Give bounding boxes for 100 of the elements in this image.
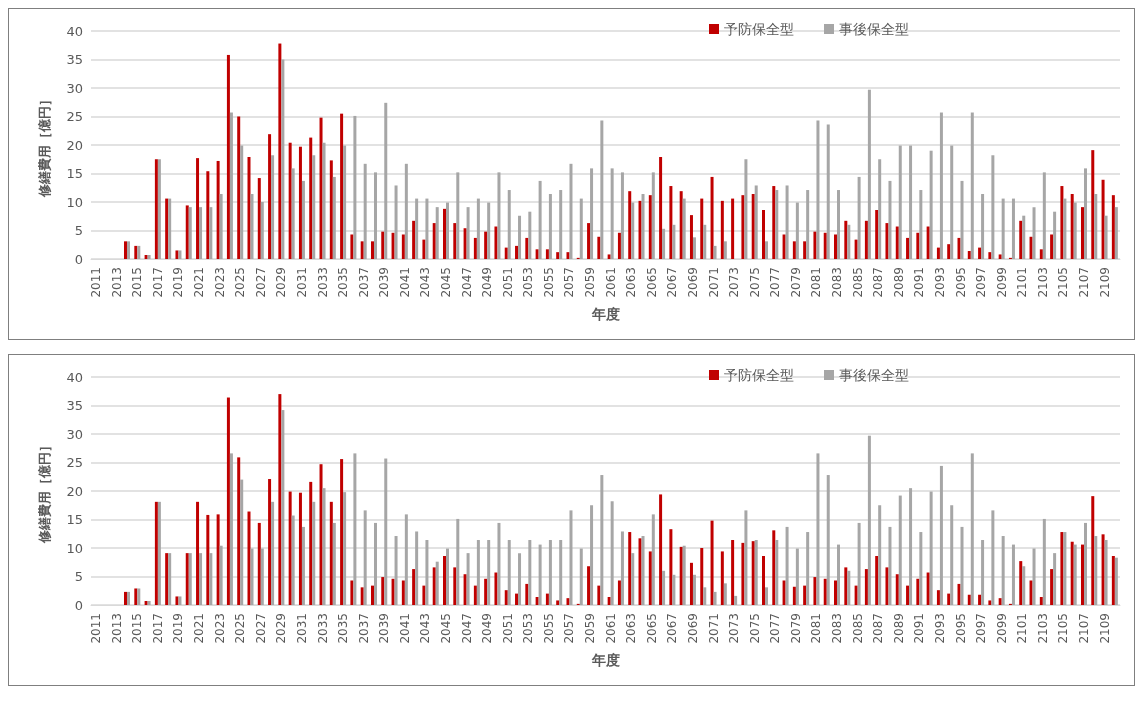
bar: [641, 194, 645, 259]
bar: [854, 585, 858, 605]
bar: [412, 569, 416, 605]
bar: [662, 228, 666, 259]
bar: [566, 598, 570, 605]
bar: [528, 211, 532, 259]
x-tick-label: 2073: [727, 613, 742, 644]
bar: [373, 522, 377, 605]
bar: [765, 587, 768, 605]
bar: [535, 597, 539, 605]
bar: [518, 553, 522, 605]
bar: [998, 254, 1002, 259]
bar: [847, 224, 851, 259]
x-tick-label: 2043: [418, 267, 433, 298]
bar: [360, 241, 364, 259]
bar: [834, 234, 838, 259]
bar: [785, 526, 789, 605]
x-tick-label: 2093: [932, 267, 947, 298]
bar: [631, 553, 635, 605]
legend-label: 事後保全型: [839, 21, 909, 37]
bar: [127, 591, 131, 605]
y-tick-label: 40: [66, 23, 83, 39]
bar: [569, 163, 573, 259]
bar: [898, 495, 902, 605]
y-tick-label: 25: [66, 455, 83, 470]
bar: [545, 593, 549, 605]
bar: [199, 553, 203, 605]
bar: [967, 251, 971, 259]
bar: [762, 209, 765, 259]
bar: [1001, 536, 1005, 605]
bar: [473, 585, 477, 605]
bar: [895, 574, 899, 605]
x-tick-label: 2041: [397, 613, 412, 644]
bar: [363, 510, 367, 605]
bar: [772, 186, 776, 259]
bar: [947, 593, 951, 605]
bar: [1039, 597, 1043, 605]
bar: [456, 518, 460, 605]
x-tick-label: 2027: [253, 613, 268, 644]
bar: [350, 580, 354, 605]
x-tick-label: 2089: [891, 613, 906, 644]
bar: [281, 410, 285, 605]
bar: [394, 536, 398, 605]
x-tick-label: 2051: [500, 267, 515, 298]
bar: [981, 540, 985, 605]
bar: [826, 475, 830, 605]
x-tick-label: 2099: [994, 613, 1009, 644]
bar: [247, 156, 251, 259]
bar: [548, 194, 552, 259]
bar: [288, 142, 292, 259]
x-tick-label: 2035: [336, 613, 351, 644]
bar: [1029, 580, 1033, 605]
bar: [970, 112, 974, 259]
bar: [425, 540, 429, 605]
x-tick-label: 2069: [685, 613, 700, 644]
bar: [422, 585, 426, 605]
bar: [1029, 236, 1033, 259]
x-tick-label: 2103: [1035, 613, 1050, 644]
bar: [268, 134, 272, 259]
x-tick-label: 2011: [89, 613, 104, 644]
bar: [484, 231, 488, 259]
bar: [597, 236, 601, 259]
bar: [857, 176, 861, 259]
bar: [651, 514, 655, 605]
bar: [435, 207, 439, 259]
x-tick-label: 2061: [603, 613, 618, 644]
x-tick-label: 2011: [89, 267, 104, 298]
bar: [301, 180, 305, 259]
x-tick-label: 2081: [809, 613, 824, 644]
bar: [1073, 202, 1077, 259]
bar: [278, 43, 282, 259]
x-tick-label: 2101: [1015, 267, 1030, 298]
bar: [713, 245, 717, 259]
bar: [340, 459, 344, 605]
bar: [1053, 553, 1057, 605]
bar: [967, 594, 971, 605]
bar: [579, 548, 583, 605]
x-tick-label: 2107: [1076, 267, 1091, 298]
bar: [257, 522, 261, 605]
bar: [682, 198, 686, 259]
bar: [322, 488, 326, 605]
bar: [864, 220, 868, 259]
bar: [487, 540, 491, 605]
bar: [268, 479, 272, 605]
bar: [127, 241, 131, 259]
x-tick-label: 2045: [439, 613, 454, 644]
bar: [1053, 211, 1057, 259]
x-tick-label: 2019: [171, 613, 186, 644]
x-tick-label: 2051: [500, 613, 515, 644]
x-tick-label: 2047: [459, 267, 474, 298]
bar: [381, 577, 385, 605]
bar: [723, 583, 727, 605]
bar: [960, 526, 964, 605]
x-tick-label: 2079: [788, 613, 803, 644]
x-tick-label: 2101: [1015, 613, 1030, 644]
bar: [782, 234, 786, 259]
bar: [1080, 544, 1084, 605]
bar: [1104, 215, 1108, 259]
bar: [960, 180, 964, 259]
bar: [1011, 198, 1015, 259]
